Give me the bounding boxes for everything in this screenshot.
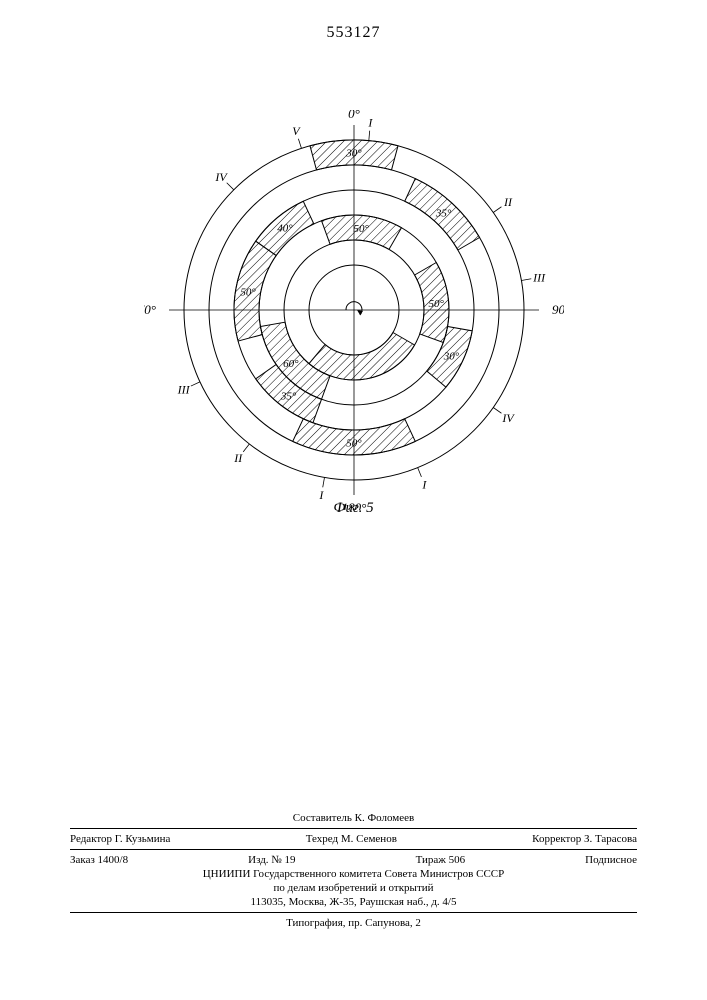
subscription: Подписное [585, 854, 637, 866]
svg-text:III: III [532, 270, 546, 284]
svg-text:30°: 30° [442, 350, 459, 362]
svg-text:90°: 90° [552, 302, 564, 317]
org-line-1: ЦНИИПИ Государственного комитета Совета … [70, 868, 637, 880]
svg-text:II: II [233, 451, 243, 465]
svg-text:270°: 270° [144, 302, 156, 317]
document-number: 553127 [0, 24, 707, 42]
svg-text:V: V [292, 124, 301, 138]
techred: Техред М. Семенов [306, 833, 397, 845]
svg-text:II: II [503, 195, 513, 209]
address-line: 113035, Москва, Ж-35, Раушская наб., д. … [70, 896, 637, 908]
footer-rule-2 [70, 849, 637, 850]
svg-text:50°: 50° [240, 286, 256, 298]
svg-text:35°: 35° [279, 390, 296, 402]
svg-text:50°: 50° [428, 298, 444, 310]
footer-rule-1 [70, 828, 637, 829]
printer-line: Типография, пр. Сапунова, 2 [70, 917, 637, 929]
editor: Редактор Г. Кузьмина [70, 833, 170, 845]
org-line-2: по делам изобретений и открытий [70, 882, 637, 894]
figure-caption: Фиг. 5 [0, 500, 707, 517]
figure-container: 30°35°40°50°50°30°60°35°50°50°0°90°180°2… [0, 110, 707, 510]
svg-text:III: III [176, 382, 190, 396]
editor-row: Редактор Г. Кузьмина Техред М. Семенов К… [70, 833, 637, 845]
order-row: Заказ 1400/8 Изд. № 19 Тираж 506 Подписн… [70, 854, 637, 866]
svg-text:30°: 30° [345, 148, 362, 160]
tirage: Тираж 506 [416, 854, 466, 866]
svg-text:40°: 40° [277, 223, 293, 235]
order: Заказ 1400/8 [70, 854, 128, 866]
compiler-line: Составитель К. Фоломеев [70, 812, 637, 824]
corrector: Корректор З. Тарасова [532, 833, 637, 845]
svg-text:35°: 35° [434, 207, 451, 219]
svg-text:60°: 60° [283, 358, 299, 370]
svg-text:IV: IV [214, 170, 228, 184]
svg-text:I: I [421, 477, 427, 491]
svg-text:0°: 0° [348, 110, 360, 121]
svg-text:50°: 50° [353, 223, 369, 235]
svg-text:50°: 50° [346, 438, 362, 450]
edition: Изд. № 19 [248, 854, 295, 866]
footer-rule-3 [70, 912, 637, 913]
figure-5-svg: 30°35°40°50°50°30°60°35°50°50°0°90°180°2… [144, 110, 564, 510]
footer-block: Составитель К. Фоломеев Редактор Г. Кузь… [70, 810, 637, 931]
patent-page: 553127 30° 35° 40° 50° 50° 30° 60° 35° 50° 50° 0° 9… [0, 0, 707, 1000]
svg-text:IV: IV [501, 411, 515, 425]
svg-text:I: I [367, 116, 373, 130]
